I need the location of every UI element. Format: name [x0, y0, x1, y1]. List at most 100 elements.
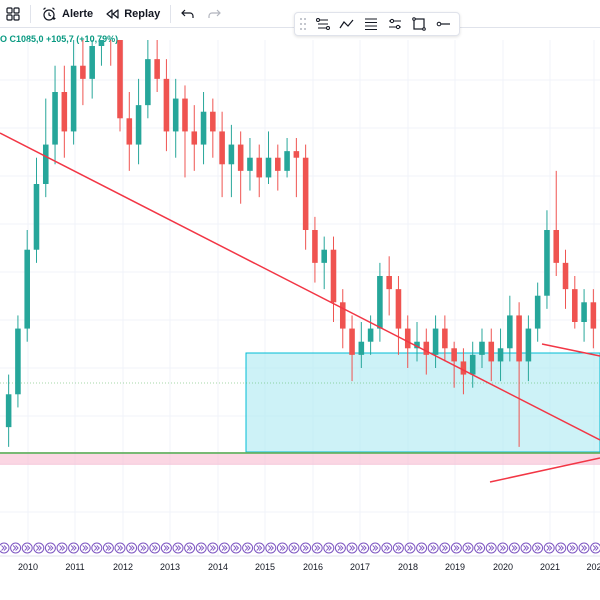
candle-down	[61, 92, 68, 132]
event-marker[interactable]	[102, 542, 114, 554]
event-marker[interactable]	[0, 542, 10, 554]
candle-down	[275, 157, 281, 171]
event-marker[interactable]	[323, 542, 335, 554]
candle-down	[442, 328, 448, 349]
trend-path-icon	[339, 19, 354, 29]
event-marker[interactable]	[369, 542, 381, 554]
event-marker[interactable]	[172, 542, 184, 554]
drawing-toolbar	[294, 12, 460, 36]
event-marker[interactable]	[543, 542, 555, 554]
event-marker[interactable]	[508, 542, 520, 554]
trend-path-tool[interactable]	[335, 14, 359, 34]
candle-down	[256, 157, 263, 178]
event-marker[interactable]	[404, 542, 416, 554]
x-tick-label: 2011	[65, 562, 84, 572]
candle-up	[247, 157, 253, 171]
event-marker[interactable]	[300, 542, 312, 554]
event-marker[interactable]	[56, 542, 68, 554]
event-marker[interactable]	[346, 542, 358, 554]
price-chart[interactable]: 2010 2011 2012 2013 2014 2015 2016 2017 2018 2019…	[0, 40, 600, 600]
support-zone[interactable]	[0, 452, 600, 465]
event-marker[interactable]	[137, 542, 149, 554]
event-marker[interactable]	[566, 542, 578, 554]
grid-icon	[6, 6, 20, 21]
event-marker[interactable]	[68, 542, 80, 554]
candle-up	[135, 105, 142, 145]
drag-handle-icon[interactable]	[299, 17, 307, 31]
candle-up	[200, 111, 207, 145]
event-marker[interactable]	[416, 542, 428, 554]
replay-button[interactable]: Replay	[99, 0, 166, 28]
candle-up	[70, 65, 77, 132]
event-marker[interactable]	[265, 542, 277, 554]
alert-label: Alerte	[62, 7, 94, 20]
event-marker[interactable]	[555, 542, 567, 554]
candle-up	[432, 328, 439, 355]
event-marker[interactable]	[578, 542, 590, 554]
event-markers-row[interactable]	[0, 542, 600, 554]
rectangle-tool[interactable]	[407, 14, 431, 34]
candle-down	[237, 144, 244, 171]
candle-up	[5, 394, 12, 428]
candle-down	[182, 98, 188, 132]
horizontal-ray-tool[interactable]	[431, 14, 455, 34]
event-marker[interactable]	[288, 542, 300, 554]
event-marker[interactable]	[520, 542, 532, 554]
event-marker[interactable]	[253, 542, 265, 554]
event-marker[interactable]	[462, 542, 474, 554]
event-marker[interactable]	[207, 542, 219, 554]
event-marker[interactable]	[79, 542, 91, 554]
event-marker[interactable]	[195, 542, 207, 554]
event-marker[interactable]	[532, 542, 544, 554]
event-marker[interactable]	[485, 542, 497, 554]
multipoint-line-tool[interactable]	[311, 14, 335, 34]
event-marker[interactable]	[427, 542, 439, 554]
event-marker[interactable]	[381, 542, 393, 554]
event-marker[interactable]	[311, 542, 323, 554]
multipoint-line-icon	[316, 18, 330, 30]
candle-down	[302, 157, 309, 230]
x-tick-label: 2015	[255, 562, 275, 572]
event-marker[interactable]	[44, 542, 56, 554]
event-marker[interactable]	[21, 542, 33, 554]
toolbar-divider	[30, 4, 31, 23]
event-marker[interactable]	[10, 542, 22, 554]
candle-up	[24, 249, 30, 329]
event-marker[interactable]	[334, 542, 346, 554]
event-marker[interactable]	[184, 542, 196, 554]
alert-button[interactable]: Alerte	[35, 0, 99, 28]
event-marker[interactable]	[149, 542, 161, 554]
candle-up	[89, 46, 95, 79]
event-marker[interactable]	[126, 542, 138, 554]
event-marker[interactable]	[218, 542, 230, 554]
candle-up	[15, 328, 21, 395]
event-marker[interactable]	[276, 542, 288, 554]
text-lines-icon	[365, 18, 377, 31]
event-marker[interactable]	[497, 542, 509, 554]
event-marker[interactable]	[230, 542, 242, 554]
redo-button[interactable]	[201, 0, 227, 28]
text-lines-tool[interactable]	[359, 14, 383, 34]
x-axis-labels: 2010 2011 2012 2013 2014 2015 2016 2017 2018 2019…	[18, 562, 600, 572]
event-marker[interactable]	[450, 542, 462, 554]
long-trendline[interactable]	[0, 132, 600, 441]
lower-wedge-line[interactable]	[489, 457, 600, 483]
event-marker[interactable]	[590, 542, 600, 554]
event-marker[interactable]	[33, 542, 45, 554]
event-marker[interactable]	[392, 542, 404, 554]
event-marker[interactable]	[474, 542, 486, 554]
candle-down	[460, 361, 467, 375]
event-marker[interactable]	[358, 542, 370, 554]
undo-icon	[181, 8, 195, 20]
event-marker[interactable]	[114, 542, 126, 554]
range-icon	[389, 18, 401, 30]
layout-button[interactable]	[0, 0, 26, 28]
event-marker[interactable]	[160, 542, 172, 554]
event-marker[interactable]	[91, 542, 103, 554]
range-tool[interactable]	[383, 14, 407, 34]
event-marker[interactable]	[439, 542, 451, 554]
event-marker[interactable]	[242, 542, 254, 554]
undo-button[interactable]	[175, 0, 201, 28]
range-box[interactable]	[245, 352, 600, 453]
upper-wedge-line[interactable]	[541, 343, 600, 357]
